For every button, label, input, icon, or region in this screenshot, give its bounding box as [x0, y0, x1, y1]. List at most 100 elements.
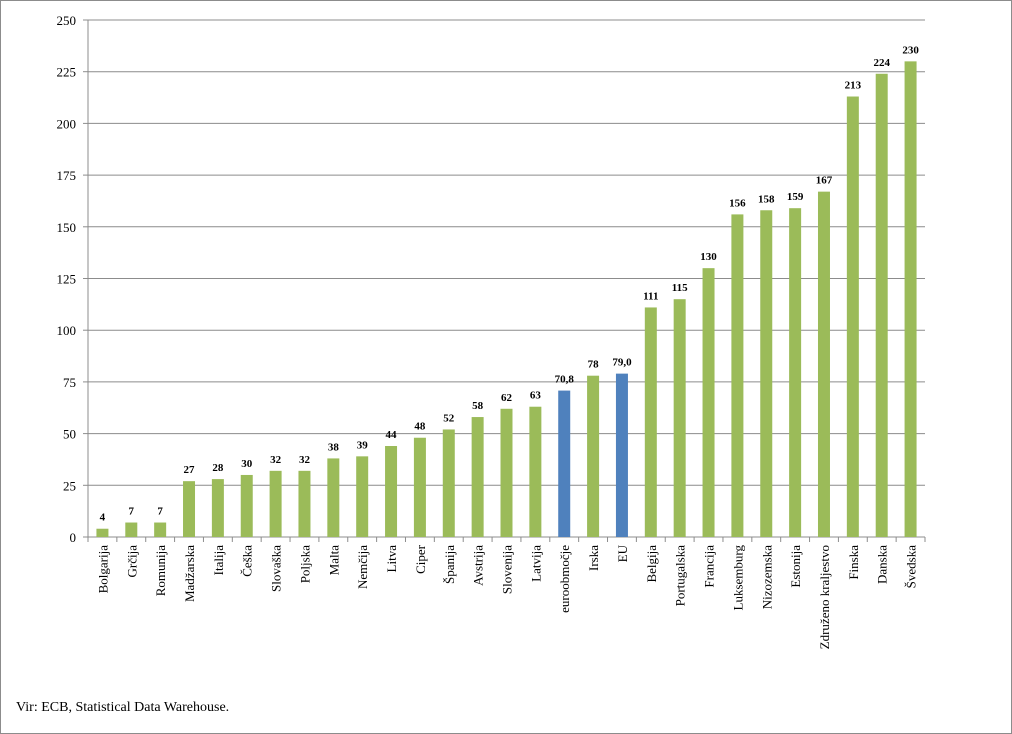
category-label: Latvija — [528, 545, 543, 582]
data-label: 167 — [816, 175, 833, 187]
category-label: Avstrija — [471, 545, 486, 586]
data-label: 63 — [530, 390, 542, 402]
data-label: 32 — [270, 454, 282, 466]
data-label: 48 — [414, 421, 426, 433]
y-tick-label: 175 — [57, 168, 77, 183]
category-label: Madžarska — [182, 545, 197, 602]
bar — [529, 406, 542, 537]
category-label: Malta — [326, 545, 341, 576]
data-label: 7 — [129, 506, 135, 518]
y-tick-label: 250 — [57, 13, 77, 28]
category-label: Portugalska — [673, 545, 688, 607]
category-label: Slovenija — [500, 545, 515, 594]
category-label: Švedska — [904, 545, 919, 589]
category-label: Združeno kraljestvo — [817, 545, 832, 649]
bar — [298, 470, 311, 537]
category-label: Poljska — [297, 545, 312, 584]
bar — [846, 96, 859, 538]
data-label: 158 — [758, 193, 775, 205]
category-label: Luksemburg — [730, 545, 745, 611]
bar — [413, 437, 426, 537]
category-label: Romunija — [153, 545, 168, 597]
data-label: 213 — [845, 80, 862, 92]
category-label: Bolgarija — [95, 545, 110, 594]
data-label: 28 — [212, 462, 224, 474]
category-label: Španija — [442, 545, 457, 584]
data-label: 159 — [787, 191, 804, 203]
bar — [96, 528, 109, 537]
category-label: Ciper — [413, 544, 428, 574]
y-tick-label: 0 — [70, 530, 77, 545]
bar — [183, 481, 196, 537]
data-label: 230 — [902, 44, 919, 56]
category-label: Belgija — [644, 545, 659, 583]
bar — [558, 390, 571, 537]
category-label: Italija — [211, 545, 226, 576]
category-label: Danska — [875, 545, 890, 584]
data-label: 7 — [157, 506, 163, 518]
y-tick-label: 50 — [63, 427, 76, 442]
y-tick-label: 100 — [57, 323, 77, 338]
category-label: Grčija — [124, 545, 139, 578]
data-label: 156 — [729, 197, 746, 209]
category-label: Francija — [702, 545, 717, 588]
data-label: 44 — [386, 429, 398, 441]
category-label: Estonija — [788, 545, 803, 588]
data-label: 39 — [357, 439, 369, 451]
bar — [875, 73, 888, 537]
category-label: EU — [615, 544, 630, 562]
bar — [471, 417, 484, 537]
bar — [760, 210, 773, 538]
data-label: 27 — [184, 464, 196, 476]
bar — [731, 214, 744, 537]
data-label: 32 — [299, 454, 311, 466]
y-tick-label: 225 — [57, 65, 77, 80]
category-label: euroobmočje — [557, 545, 572, 613]
data-label: 30 — [241, 458, 253, 470]
source-note: Vir: ECB, Statistical Data Warehouse. — [16, 700, 230, 715]
bar — [904, 61, 917, 538]
category-label: Češka — [240, 545, 255, 577]
bar — [587, 375, 600, 537]
data-label: 224 — [873, 57, 890, 69]
y-tick-label: 75 — [63, 375, 76, 390]
data-label: 38 — [328, 441, 340, 453]
bar — [327, 458, 340, 537]
data-label: 62 — [501, 392, 513, 404]
y-tick-label: 150 — [57, 220, 77, 235]
category-label: Nemčija — [355, 545, 370, 589]
data-label: 58 — [472, 400, 484, 412]
y-tick-label: 25 — [63, 478, 76, 493]
data-label: 79,0 — [612, 357, 632, 369]
bar — [154, 522, 167, 537]
bar — [817, 191, 830, 538]
bar — [500, 408, 513, 537]
bar — [356, 456, 369, 537]
bar — [442, 429, 455, 537]
data-label: 70,8 — [555, 374, 575, 386]
bar — [240, 474, 253, 537]
data-label: 130 — [700, 251, 717, 263]
bar — [615, 373, 628, 537]
category-label: Irska — [586, 545, 601, 571]
data-label: 115 — [672, 282, 688, 294]
y-tick-label: 200 — [57, 116, 77, 131]
bar — [125, 522, 138, 537]
y-tick-label: 125 — [57, 272, 77, 287]
bar — [673, 299, 686, 537]
bar — [789, 208, 802, 538]
bar — [385, 446, 398, 537]
data-label: 4 — [100, 512, 106, 524]
data-label: 78 — [588, 359, 600, 371]
data-label: 111 — [643, 290, 658, 302]
bar — [644, 307, 657, 537]
bar — [269, 470, 282, 537]
bar — [702, 268, 715, 537]
category-label: Litva — [384, 545, 399, 573]
category-label: Slovaška — [269, 545, 284, 592]
data-label: 52 — [443, 412, 455, 424]
bar — [211, 479, 224, 537]
category-label: Finska — [846, 545, 861, 580]
